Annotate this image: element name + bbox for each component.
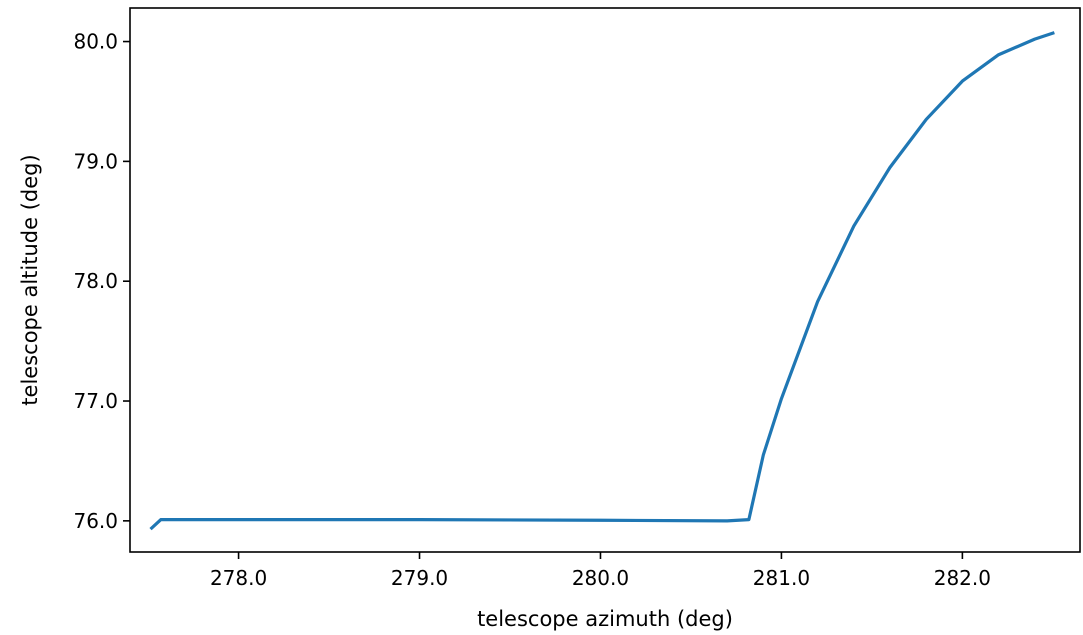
axes-frame <box>129 7 1081 553</box>
x-tick-label: 280.0 <box>572 566 629 590</box>
y-tick-label: 78.0 <box>73 269 118 293</box>
x-axis-label: telescope azimuth (deg) <box>477 607 733 631</box>
y-tick-label: 77.0 <box>73 389 118 413</box>
axis-ticks: 278.0 279.0 280.0 281.0 282.0 76.0 77.0 78.0 79.… <box>73 30 991 590</box>
series-line-0 <box>149 31 1055 531</box>
y-tick-label: 80.0 <box>73 30 118 54</box>
x-tick-label: 278.0 <box>210 566 267 590</box>
y-tick-label: 76.0 <box>73 509 118 533</box>
y-tick-label: 79.0 <box>73 149 118 173</box>
y-axis-label: telescope altitude (deg) <box>18 154 42 405</box>
x-tick-label: 279.0 <box>391 566 448 590</box>
plot-area <box>149 31 1055 531</box>
x-tick-label: 282.0 <box>934 566 991 590</box>
x-tick-label: 281.0 <box>753 566 810 590</box>
